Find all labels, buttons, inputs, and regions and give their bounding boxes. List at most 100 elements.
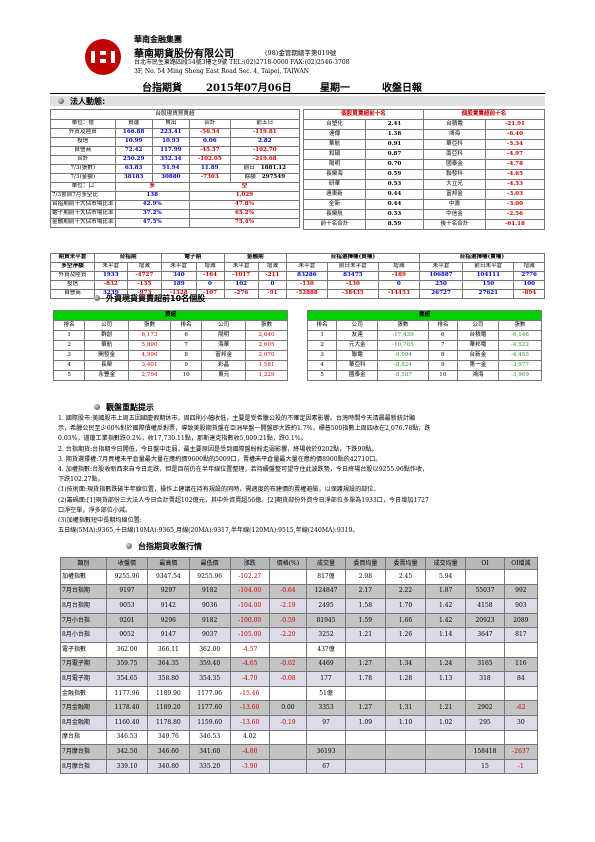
- table-row: 8月摩台指 339.10 340.80 335.20 -3.90 67 15 -1: [60, 758, 539, 775]
- summary-cell: 20923: [465, 612, 505, 629]
- summary-cell: 9255.96: [105, 569, 149, 585]
- summary-header-cell: 委賣均量: [384, 557, 427, 570]
- summary-cell: 2089: [503, 612, 539, 629]
- fut-cell: -130: [285, 280, 328, 290]
- pos-short: 47.8%: [188, 200, 301, 210]
- summary-cell: 1189.90: [147, 685, 190, 702]
- table-row: 台塑化 2.41 台積電 -21.91: [303, 119, 545, 130]
- table-row: 8月金融期 1160.40 1178.80 1159.60 -13.60 -0.19 97 1…: [60, 714, 539, 731]
- buy-stock: 華航: [303, 139, 366, 150]
- fut-cell: -164: [195, 271, 225, 281]
- spot-cell: 投信: [50, 137, 116, 147]
- summary-cell: 1160.40: [105, 714, 149, 731]
- spot-cell: -102.70: [229, 146, 301, 156]
- buy-cell: 10: [169, 370, 203, 381]
- fut-cell: -4727: [126, 271, 163, 281]
- summary-cell: 電子指數: [60, 641, 107, 658]
- oi-sub-header: 未平倉: [94, 262, 128, 272]
- oi-sub-header: 未平倉: [223, 262, 259, 272]
- summary-cell: 81945: [306, 612, 346, 629]
- spot-cell: -119.81: [229, 128, 301, 138]
- buy-stock: 前十名合計: [303, 219, 366, 230]
- sell-stock: 鴻海: [423, 129, 486, 140]
- table-row: 8月台指期 9053 9142 9036 -104.00 -2.19 2495 1.58 1.7…: [60, 598, 539, 614]
- commentary-line: 1. 國際股市:美國股市上周五因國慶假期休市。周四則小幅收低，主要是受希臘公投的…: [58, 415, 416, 422]
- top10-section-bar: 外資現貨買賣超前10名個股: [50, 293, 545, 303]
- spot-cell: 10.99: [114, 137, 153, 147]
- summary-cell: 1.02: [425, 714, 467, 731]
- sell-value: -5.34: [485, 139, 545, 150]
- summary-cell: 1.70: [384, 598, 427, 614]
- fut-cell: 250: [418, 280, 464, 290]
- summary-header-cell: 委買均量: [344, 557, 386, 570]
- buy-stock: 研華: [303, 179, 366, 190]
- summary-cell: -4.65: [229, 656, 270, 673]
- sell-cell: 9: [427, 360, 458, 371]
- institutional-title: 法人動態:: [70, 96, 106, 106]
- summary-title: 台指期貨收盤行情: [138, 541, 202, 551]
- commentary-line: 口淨空單，淨多部位小減。: [58, 506, 132, 514]
- spot-header-cell: 前五日: [229, 119, 301, 129]
- summary-cell: 364.35: [147, 656, 190, 673]
- table-row: 7月金融期 1178.40 1189.20 1177.60 -13.60 0.00 3353…: [60, 700, 539, 716]
- summary-header-cell: OI增減: [503, 557, 539, 570]
- spot-cell: 0.06: [188, 137, 231, 147]
- buy-cell: 6: [169, 330, 203, 341]
- fut-cell: 外資及陸資: [50, 271, 95, 281]
- pos-long: 37.2%: [114, 209, 190, 219]
- summary-cell: -13.60: [229, 700, 270, 716]
- summary-cell: [465, 569, 505, 585]
- summary-cell: -4.80: [229, 744, 270, 760]
- summary-header-cell: 漲跌: [229, 557, 270, 570]
- table-row: 自營商 72.42 117.99 -45.57 -102.70: [50, 146, 301, 156]
- table-row: 8月小台指 9052 9147 9037 -105.00 -2.20 3252 1.21 1.2…: [60, 627, 539, 643]
- oi-cell: 7/3(張數): [50, 164, 116, 174]
- buy-cell: 華航: [84, 340, 130, 351]
- spot-cell: 117.99: [151, 146, 190, 156]
- summary-cell: 1.21: [344, 627, 386, 643]
- table-row: 遠傳 1.38 鴻海 -6.40: [303, 129, 545, 140]
- oi-sub-header: 增減: [513, 262, 545, 272]
- commentary-body: 1. 國際股市:美國股市上周五因國慶假期休市。周四則小幅收低，主要是受希臘公投的…: [58, 414, 545, 536]
- summary-table: 類別 收盤價 最高價 最低價 漲跌 價格(%) 成交量 委買均量 委賣均量 成交均量 OI OI增減 …: [60, 557, 539, 775]
- buy-value: 0.59: [365, 169, 424, 180]
- table-row: 外資及陸資 1933 -4727 340 -164 -1017 -211 83286 83475…: [50, 271, 545, 281]
- commentary-title: 觀盤重點提示: [106, 402, 154, 412]
- buy-header-cell: 張數: [128, 320, 171, 331]
- buy-cell: 1,581: [245, 360, 288, 371]
- summary-cell: 3647: [465, 627, 505, 643]
- commentary-line: 下跌102.27點。: [58, 476, 104, 484]
- summary-header-cell: 價格(%): [268, 557, 308, 570]
- sell-value: -6.40: [485, 129, 545, 140]
- buy-cell: 3: [52, 350, 86, 361]
- fut-cell: -189: [377, 271, 420, 281]
- fut-cell: 27621: [462, 289, 515, 299]
- table-row: 5 國泰金 -8,587 10 鴻海 -3,969: [306, 370, 543, 381]
- oi-group-2: 電子期: [161, 253, 225, 263]
- commentary-line: 2. 台指期貨:台指期今日開低，今日盤中走弱，最主要原因是受到國際盤紛紛走弱影響…: [58, 445, 378, 453]
- fut-cell: 0: [195, 280, 225, 290]
- table-row: 7/3(張數) 63.83 51.94 11.89 前日 1881.12: [50, 164, 301, 174]
- summary-cell: [503, 729, 539, 746]
- sell-cell: 7: [427, 340, 458, 351]
- summary-cell: 7月摩台指: [60, 744, 107, 760]
- table-row: 1 友達 -17,439 6 台積電 -6,146: [306, 330, 543, 341]
- buy-cell: 東元: [201, 370, 247, 381]
- product-title: 台指期貨: [142, 83, 182, 94]
- summary-cell: 339.10: [105, 758, 149, 775]
- summary-cell: 9147: [147, 627, 190, 643]
- fut-cell: -38435: [326, 289, 379, 299]
- summary-cell: 295: [465, 714, 505, 731]
- summary-cell: [384, 685, 427, 702]
- summary-cell: 346.53: [105, 729, 149, 746]
- fut-cell: -1328: [161, 289, 197, 299]
- sell-header-cell: 張數: [377, 320, 429, 331]
- summary-cell: 4.02: [229, 729, 270, 746]
- table-row: 金融指數 1177.96 1189.90 1177.96 -15.46 51億: [60, 685, 539, 702]
- sell-cell: -3,977: [497, 360, 543, 371]
- summary-cell: 7月金融期: [60, 700, 107, 716]
- table-row: 自營商 3239 -973 -1328 -107 -276 -91 -52888 -38435-…: [50, 289, 545, 299]
- table-row: 7/3會自7月多空比 138 1,029: [50, 191, 301, 201]
- summary-cell: [268, 729, 308, 746]
- commentary-line: 示，希臘公民至少60%對於國際債權反對票，導致美股期貨盤在亞洲早盤一開盤即大跌約…: [58, 425, 431, 433]
